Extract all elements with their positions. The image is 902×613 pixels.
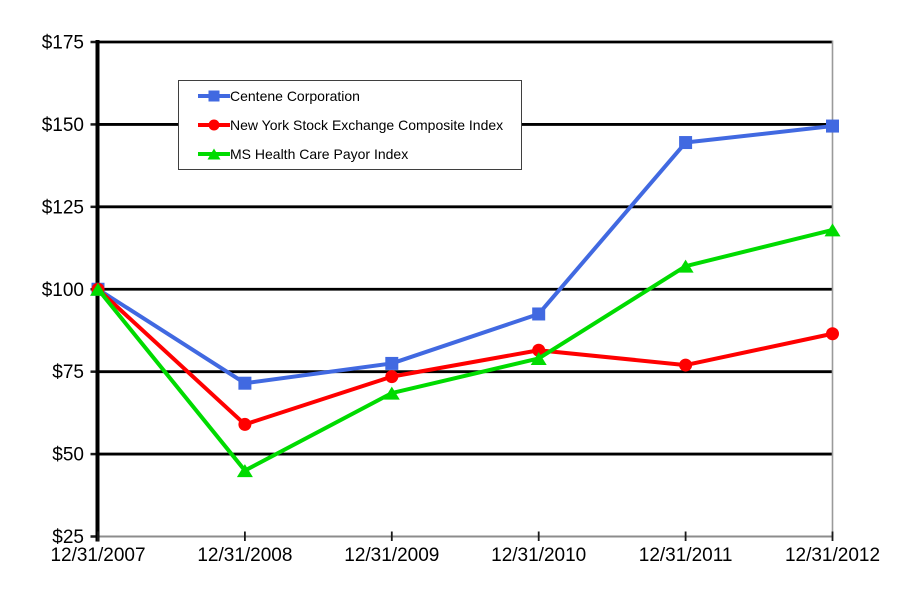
triangle-marker-icon (198, 148, 230, 160)
y-tick-label: $100 (42, 280, 84, 301)
legend-label-nyse: New York Stock Exchange Composite Index (230, 117, 504, 133)
series-line-1 (96, 287, 833, 427)
x-tick-label: 12/31/2012 (785, 545, 880, 566)
legend-label-ms-health: MS Health Care Payor Index (230, 146, 409, 162)
circle-data-marker (238, 417, 252, 431)
square-data-marker (385, 356, 399, 370)
x-tick-label: 12/31/2009 (344, 545, 439, 566)
triangle-data-marker (236, 464, 253, 478)
square-data-marker (679, 136, 693, 150)
square-data-marker (238, 376, 252, 390)
triangle-data-marker (90, 282, 106, 296)
y-tick-label: $75 (52, 362, 84, 383)
square-marker-icon (198, 90, 230, 102)
triangle-data-marker (383, 386, 400, 400)
legend-label-centene: Centene Corporation (230, 88, 360, 104)
x-tick-label: 12/31/2011 (639, 545, 733, 566)
circle-data-marker (679, 358, 693, 372)
x-tick-label: 12/31/2010 (491, 545, 586, 566)
square-data-marker (532, 307, 546, 321)
chart-legend: Centene Corporation New York Stock Excha… (178, 80, 522, 170)
legend-item-nyse: New York Stock Exchange Composite Index (198, 111, 521, 140)
legend-item-ms-health: MS Health Care Payor Index (198, 140, 521, 169)
y-tick-label: $125 (42, 197, 84, 218)
legend-sample-marker (207, 148, 221, 160)
x-tick-label: 12/31/2007 (50, 545, 145, 566)
series-1 (91, 282, 839, 431)
circle-marker-icon (198, 119, 230, 131)
series-line-2 (96, 227, 833, 473)
series-2 (90, 223, 841, 478)
y-tick-label: $25 (52, 527, 84, 548)
legend-sample-marker (208, 119, 220, 131)
x-tick-label: 12/31/2008 (197, 545, 292, 566)
legend-sample-marker (208, 90, 220, 102)
triangle-data-marker (677, 259, 694, 273)
triangle-data-marker (824, 223, 841, 237)
circle-data-marker (532, 343, 546, 357)
circle-data-marker (826, 327, 839, 341)
square-data-marker (826, 119, 839, 133)
series-line-0 (96, 124, 833, 386)
y-tick-label: $175 (42, 33, 84, 54)
triangle-data-marker (530, 351, 547, 365)
legend-item-centene: Centene Corporation (198, 82, 521, 111)
circle-data-marker (385, 370, 399, 384)
y-tick-label: $50 (52, 445, 84, 466)
y-tick-label: $150 (42, 115, 84, 136)
